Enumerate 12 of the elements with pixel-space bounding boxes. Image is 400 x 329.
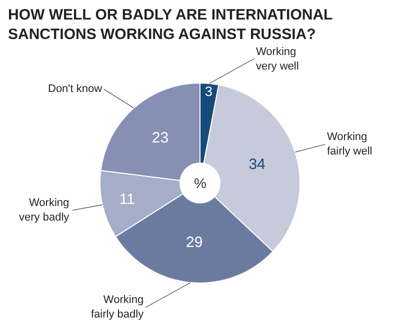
data-label: 34	[248, 156, 266, 173]
text: %	[194, 175, 206, 191]
slice-label: Don't know	[48, 83, 102, 95]
slice-label: Working fairly badly	[91, 294, 144, 320]
data-label: 11	[119, 190, 135, 208]
data-label: 29	[186, 234, 203, 252]
slice-label: Working very badly	[19, 197, 70, 224]
slice-label: Working fairly well	[327, 131, 372, 158]
chart-title: HOW WELL OR BADLY ARE INTERNATIONAL SANCTIONS WORKING AGAINST RUSSIA?	[8, 6, 333, 44]
data-label: 23	[152, 129, 169, 146]
slice-label: Working very well	[256, 46, 299, 72]
data-label: 3	[204, 84, 212, 100]
